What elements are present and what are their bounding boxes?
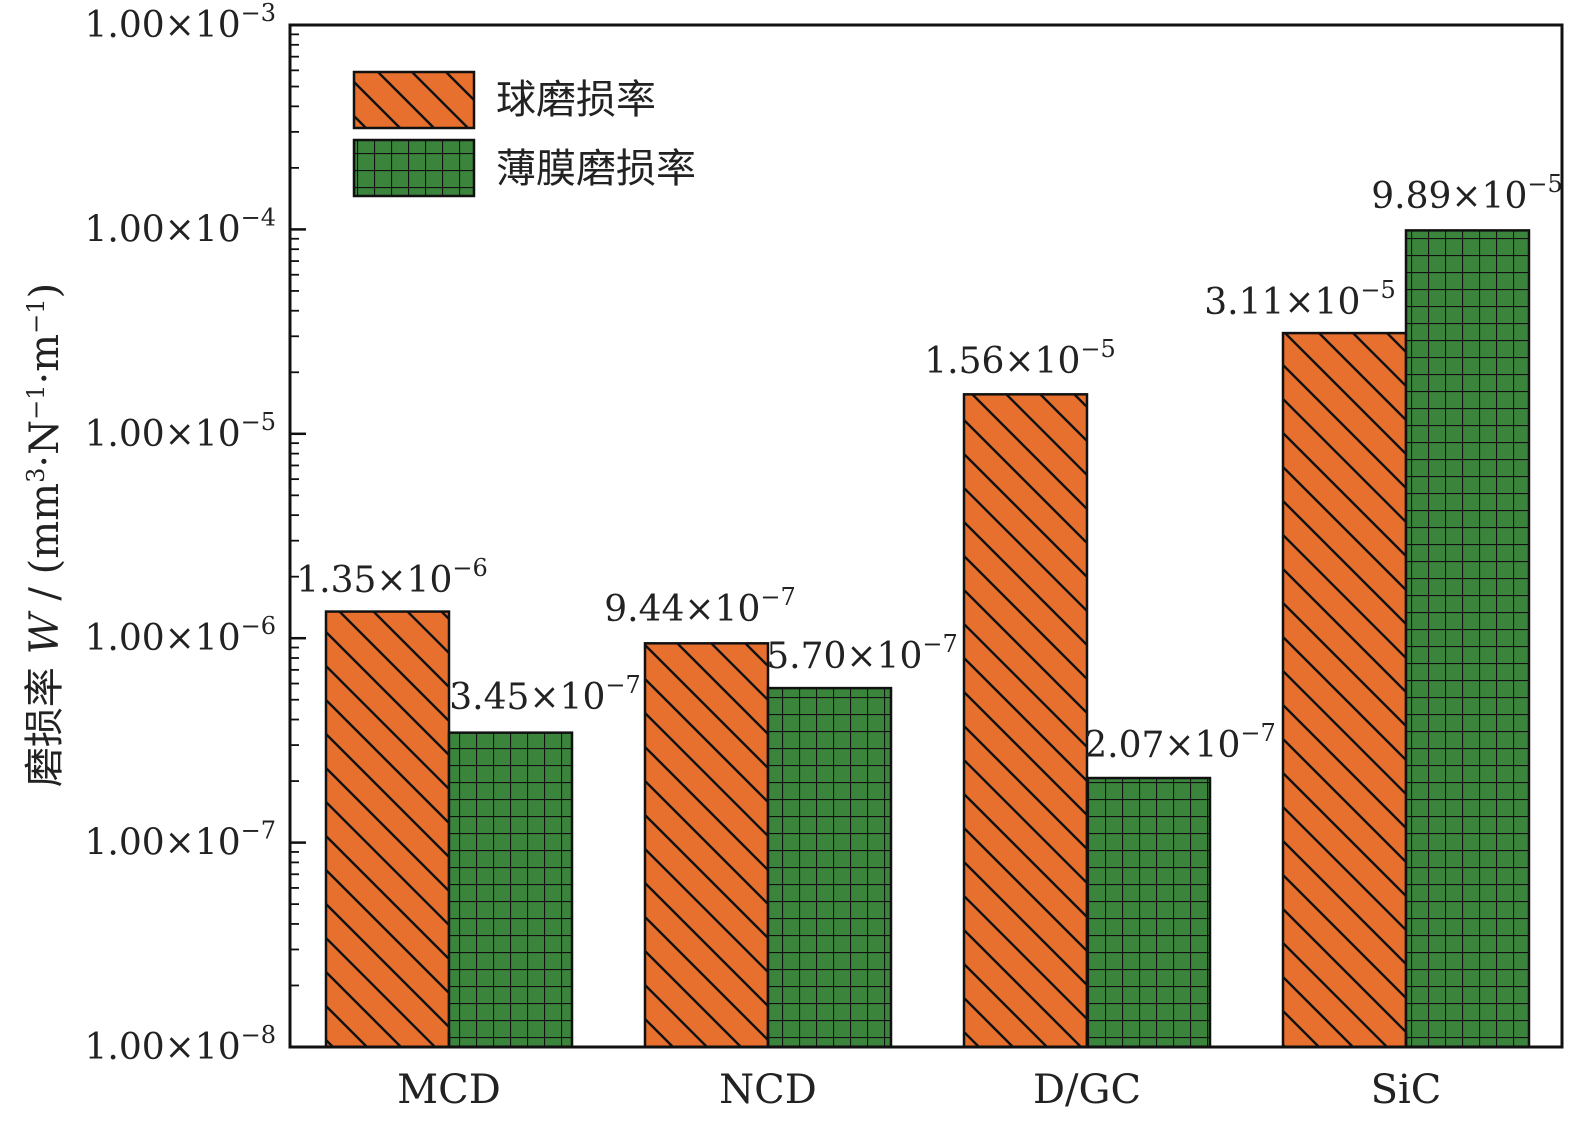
bar-sic-ball bbox=[1281, 331, 1408, 1049]
legend: 球磨损率 薄膜磨损率 bbox=[352, 70, 696, 198]
legend-label-ball: 球磨损率 bbox=[496, 77, 656, 123]
x-tick-label: NCD bbox=[719, 1067, 817, 1113]
y-tick-label: 1.00×10−3 bbox=[84, 0, 276, 46]
y-tick-label: 1.00×10−8 bbox=[84, 1021, 276, 1068]
legend-swatch-film bbox=[352, 138, 476, 198]
x-axis: MCD NCD D/GC SiC bbox=[397, 1033, 1441, 1113]
bar-value-label: 3.11×10−5 bbox=[1204, 276, 1396, 323]
x-tick-label: SiC bbox=[1371, 1067, 1442, 1113]
bar-value-label: 5.70×10−7 bbox=[766, 630, 958, 677]
bar-value-label: 2.07×10−7 bbox=[1084, 719, 1276, 766]
legend-label-film: 薄膜磨损率 bbox=[496, 146, 696, 192]
x-tick-label: MCD bbox=[397, 1067, 501, 1113]
bar-sic-film bbox=[1404, 229, 1531, 1049]
bar-value-label: 3.45×10−7 bbox=[449, 671, 641, 718]
plot-frame bbox=[288, 23, 1564, 1049]
bar-value-label: 1.56×10−5 bbox=[924, 335, 1116, 382]
bar-value-label: 1.35×10−6 bbox=[296, 554, 488, 601]
y-tick-label: 1.00×10−6 bbox=[84, 612, 276, 659]
legend-swatch-ball bbox=[352, 70, 476, 130]
y-tick-label: 1.00×10−7 bbox=[84, 817, 276, 864]
bar-mcd-ball bbox=[324, 610, 451, 1049]
bar-dgc-film bbox=[1085, 776, 1212, 1049]
plot-area: 1.35×10−6 3.45×10−7 9.44×10−75.70×10−7 1.56… bbox=[84, 0, 1564, 1113]
bar-dgc-ball bbox=[962, 393, 1089, 1049]
bar-mcd-film bbox=[447, 731, 574, 1049]
bar-value-label: 9.89×10−5 bbox=[1371, 170, 1563, 217]
y-axis: 1.00×10−8 1.00×10−7 1.00×10−6 1.00×10−5 1.00… bbox=[84, 0, 306, 1068]
bar-ncd-ball bbox=[643, 642, 770, 1049]
x-tick-label: D/GC bbox=[1033, 1067, 1141, 1113]
y-tick-label: 1.00×10−5 bbox=[84, 408, 276, 455]
bars-group bbox=[324, 229, 1531, 1049]
y-tick-label: 1.00×10−4 bbox=[84, 203, 276, 250]
bar-ncd-film bbox=[766, 686, 893, 1049]
data-labels-group: 1.35×10−6 3.45×10−7 9.44×10−75.70×10−7 1.56… bbox=[296, 170, 1563, 766]
bar-value-label: 9.44×10−7 bbox=[604, 583, 796, 630]
y-axis-label: 磨损率 W / (mm3·N−1·m−1) bbox=[22, 283, 68, 787]
